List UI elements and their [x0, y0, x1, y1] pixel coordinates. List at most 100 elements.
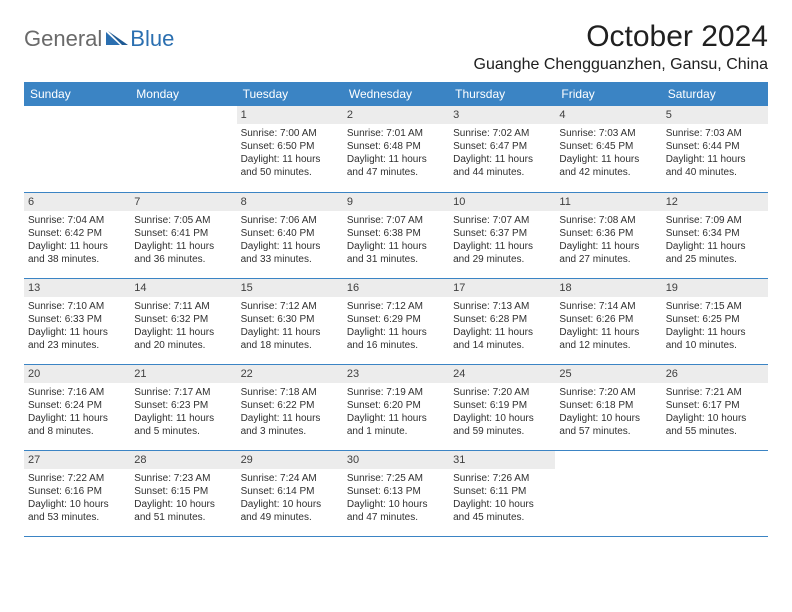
sunset-text: Sunset: 6:34 PM	[666, 227, 764, 240]
sunset-text: Sunset: 6:48 PM	[347, 140, 445, 153]
day-number: 12	[662, 193, 768, 211]
sunrise-text: Sunrise: 7:12 AM	[241, 300, 339, 313]
daylight-text: Daylight: 11 hours and 1 minute.	[347, 412, 445, 438]
sunset-text: Sunset: 6:14 PM	[241, 485, 339, 498]
daylight-text: Daylight: 11 hours and 8 minutes.	[28, 412, 126, 438]
calendar-cell: 11Sunrise: 7:08 AMSunset: 6:36 PMDayligh…	[555, 192, 661, 278]
calendar-cell: .	[24, 106, 130, 192]
sunset-text: Sunset: 6:50 PM	[241, 140, 339, 153]
daylight-text: Daylight: 11 hours and 50 minutes.	[241, 153, 339, 179]
day-number: 23	[343, 365, 449, 383]
sunset-text: Sunset: 6:42 PM	[28, 227, 126, 240]
calendar-cell: 16Sunrise: 7:12 AMSunset: 6:29 PMDayligh…	[343, 278, 449, 364]
day-number: 8	[237, 193, 343, 211]
calendar-cell: 15Sunrise: 7:12 AMSunset: 6:30 PMDayligh…	[237, 278, 343, 364]
sunrise-text: Sunrise: 7:13 AM	[453, 300, 551, 313]
calendar-cell: 27Sunrise: 7:22 AMSunset: 6:16 PMDayligh…	[24, 450, 130, 536]
day-number: 27	[24, 451, 130, 469]
calendar-row: 13Sunrise: 7:10 AMSunset: 6:33 PMDayligh…	[24, 278, 768, 364]
daylight-text: Daylight: 11 hours and 40 minutes.	[666, 153, 764, 179]
day-number: 2	[343, 106, 449, 124]
sunset-text: Sunset: 6:17 PM	[666, 399, 764, 412]
sunset-text: Sunset: 6:16 PM	[28, 485, 126, 498]
day-number: 16	[343, 279, 449, 297]
daylight-text: Daylight: 11 hours and 10 minutes.	[666, 326, 764, 352]
calendar-cell: 14Sunrise: 7:11 AMSunset: 6:32 PMDayligh…	[130, 278, 236, 364]
day-number: 26	[662, 365, 768, 383]
day-number: 31	[449, 451, 555, 469]
calendar-cell: 6Sunrise: 7:04 AMSunset: 6:42 PMDaylight…	[24, 192, 130, 278]
sunset-text: Sunset: 6:37 PM	[453, 227, 551, 240]
sunset-text: Sunset: 6:13 PM	[347, 485, 445, 498]
sunset-text: Sunset: 6:30 PM	[241, 313, 339, 326]
daylight-text: Daylight: 11 hours and 18 minutes.	[241, 326, 339, 352]
sunrise-text: Sunrise: 7:20 AM	[559, 386, 657, 399]
logo-text-general: General	[24, 26, 102, 52]
calendar-cell: 12Sunrise: 7:09 AMSunset: 6:34 PMDayligh…	[662, 192, 768, 278]
daylight-text: Daylight: 11 hours and 42 minutes.	[559, 153, 657, 179]
daylight-text: Daylight: 11 hours and 33 minutes.	[241, 240, 339, 266]
sunset-text: Sunset: 6:23 PM	[134, 399, 232, 412]
calendar-cell: 10Sunrise: 7:07 AMSunset: 6:37 PMDayligh…	[449, 192, 555, 278]
calendar-row: ..1Sunrise: 7:00 AMSunset: 6:50 PMDaylig…	[24, 106, 768, 192]
sunrise-text: Sunrise: 7:14 AM	[559, 300, 657, 313]
title-block: October 2024 Guanghe Chengguanzhen, Gans…	[474, 20, 768, 74]
day-number: 22	[237, 365, 343, 383]
day-number: 18	[555, 279, 661, 297]
day-number: 13	[24, 279, 130, 297]
sunrise-text: Sunrise: 7:25 AM	[347, 472, 445, 485]
daylight-text: Daylight: 10 hours and 55 minutes.	[666, 412, 764, 438]
sunset-text: Sunset: 6:19 PM	[453, 399, 551, 412]
sunset-text: Sunset: 6:32 PM	[134, 313, 232, 326]
sunrise-text: Sunrise: 7:19 AM	[347, 386, 445, 399]
sunset-text: Sunset: 6:11 PM	[453, 485, 551, 498]
calendar-cell: 31Sunrise: 7:26 AMSunset: 6:11 PMDayligh…	[449, 450, 555, 536]
sunrise-text: Sunrise: 7:07 AM	[347, 214, 445, 227]
sunset-text: Sunset: 6:29 PM	[347, 313, 445, 326]
sunset-text: Sunset: 6:24 PM	[28, 399, 126, 412]
sunrise-text: Sunrise: 7:08 AM	[559, 214, 657, 227]
daylight-text: Daylight: 11 hours and 20 minutes.	[134, 326, 232, 352]
page-title: October 2024	[474, 20, 768, 54]
calendar-cell: 28Sunrise: 7:23 AMSunset: 6:15 PMDayligh…	[130, 450, 236, 536]
day-number: 1	[237, 106, 343, 124]
sunrise-text: Sunrise: 7:18 AM	[241, 386, 339, 399]
calendar-cell: 4Sunrise: 7:03 AMSunset: 6:45 PMDaylight…	[555, 106, 661, 192]
calendar-cell: 22Sunrise: 7:18 AMSunset: 6:22 PMDayligh…	[237, 364, 343, 450]
calendar-cell: 20Sunrise: 7:16 AMSunset: 6:24 PMDayligh…	[24, 364, 130, 450]
calendar-row: 20Sunrise: 7:16 AMSunset: 6:24 PMDayligh…	[24, 364, 768, 450]
calendar-cell: 21Sunrise: 7:17 AMSunset: 6:23 PMDayligh…	[130, 364, 236, 450]
daylight-text: Daylight: 10 hours and 45 minutes.	[453, 498, 551, 524]
calendar-cell: 24Sunrise: 7:20 AMSunset: 6:19 PMDayligh…	[449, 364, 555, 450]
day-number: 3	[449, 106, 555, 124]
sunset-text: Sunset: 6:45 PM	[559, 140, 657, 153]
daylight-text: Daylight: 11 hours and 27 minutes.	[559, 240, 657, 266]
col-header: Thursday	[449, 82, 555, 106]
col-header: Wednesday	[343, 82, 449, 106]
calendar-row: 6Sunrise: 7:04 AMSunset: 6:42 PMDaylight…	[24, 192, 768, 278]
daylight-text: Daylight: 11 hours and 38 minutes.	[28, 240, 126, 266]
col-header: Friday	[555, 82, 661, 106]
sunset-text: Sunset: 6:26 PM	[559, 313, 657, 326]
daylight-text: Daylight: 10 hours and 47 minutes.	[347, 498, 445, 524]
day-number: 21	[130, 365, 236, 383]
calendar-table: Sunday Monday Tuesday Wednesday Thursday…	[24, 82, 768, 537]
sunrise-text: Sunrise: 7:24 AM	[241, 472, 339, 485]
day-header-row: Sunday Monday Tuesday Wednesday Thursday…	[24, 82, 768, 106]
sunrise-text: Sunrise: 7:10 AM	[28, 300, 126, 313]
logo-triangle-icon	[106, 29, 128, 50]
calendar-cell: 9Sunrise: 7:07 AMSunset: 6:38 PMDaylight…	[343, 192, 449, 278]
day-number: 7	[130, 193, 236, 211]
daylight-text: Daylight: 10 hours and 57 minutes.	[559, 412, 657, 438]
daylight-text: Daylight: 11 hours and 14 minutes.	[453, 326, 551, 352]
sunset-text: Sunset: 6:20 PM	[347, 399, 445, 412]
calendar-cell: .	[130, 106, 236, 192]
sunset-text: Sunset: 6:38 PM	[347, 227, 445, 240]
calendar-cell: 13Sunrise: 7:10 AMSunset: 6:33 PMDayligh…	[24, 278, 130, 364]
daylight-text: Daylight: 11 hours and 5 minutes.	[134, 412, 232, 438]
sunset-text: Sunset: 6:36 PM	[559, 227, 657, 240]
day-number: 9	[343, 193, 449, 211]
calendar-cell: 26Sunrise: 7:21 AMSunset: 6:17 PMDayligh…	[662, 364, 768, 450]
day-number: 17	[449, 279, 555, 297]
calendar-cell: 18Sunrise: 7:14 AMSunset: 6:26 PMDayligh…	[555, 278, 661, 364]
